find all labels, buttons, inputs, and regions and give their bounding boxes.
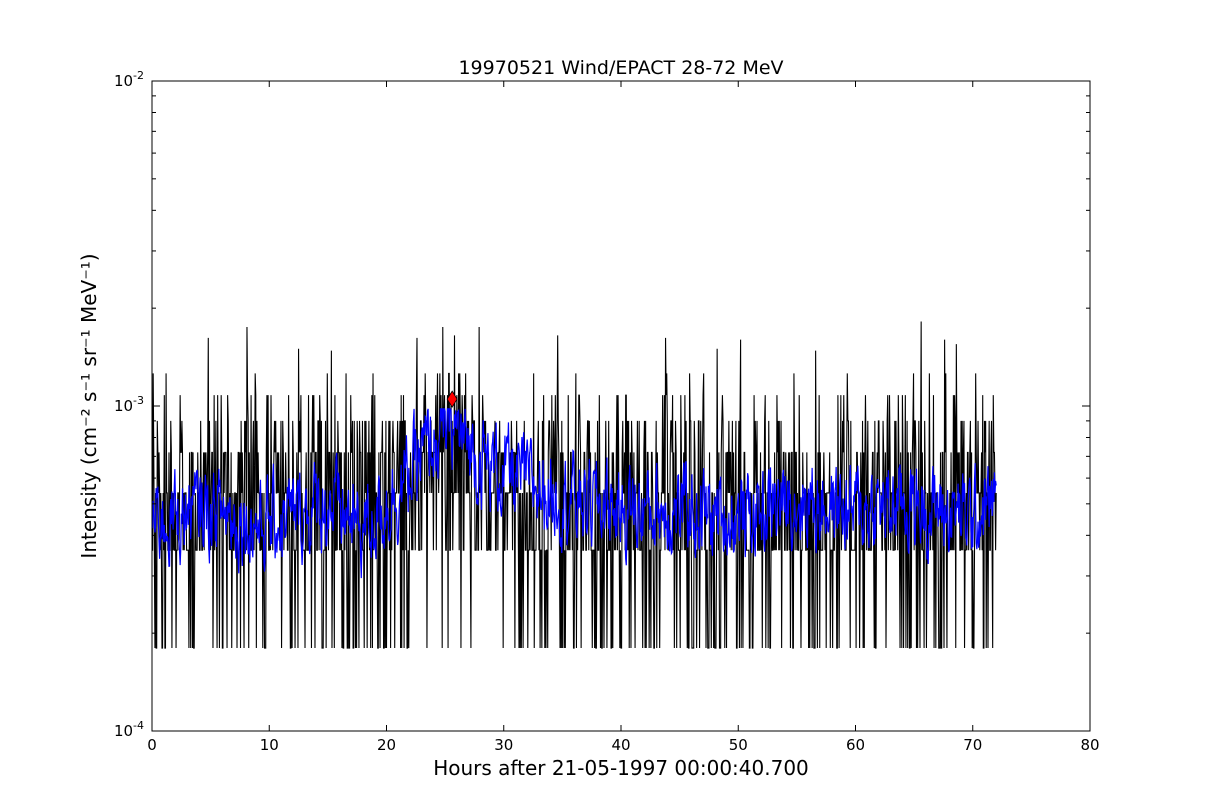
x-tick-label: 60 bbox=[846, 736, 865, 754]
y-tick-label: 10-4 bbox=[114, 719, 144, 740]
x-tick-label: 70 bbox=[963, 736, 982, 754]
y-tick-label: 10-2 bbox=[114, 69, 144, 90]
y-axis: 10-4 10-3 10-2 bbox=[114, 69, 1090, 740]
series-smoothed-line bbox=[151, 408, 997, 579]
peak-marker bbox=[446, 390, 458, 408]
x-tick-label: 0 bbox=[147, 736, 157, 754]
x-tick-label: 80 bbox=[1080, 736, 1099, 754]
x-tick-label: 40 bbox=[611, 736, 630, 754]
plot-area bbox=[151, 321, 997, 649]
x-tick-label: 10 bbox=[260, 736, 279, 754]
x-axis: 0 10 20 30 40 50 60 70 80 bbox=[147, 81, 1100, 754]
y-tick-label: 10-3 bbox=[114, 394, 144, 415]
x-tick-label: 30 bbox=[494, 736, 513, 754]
chart-title: 19970521 Wind/EPACT 28-72 MeV bbox=[458, 57, 783, 79]
x-tick-label: 50 bbox=[729, 736, 748, 754]
x-axis-label: Hours after 21-05-1997 00:00:40.700 bbox=[433, 756, 809, 780]
x-tick-label: 20 bbox=[377, 736, 396, 754]
y-axis-label: Intensity (cm⁻² s⁻¹ sr⁻¹ MeV⁻¹) bbox=[77, 253, 101, 558]
